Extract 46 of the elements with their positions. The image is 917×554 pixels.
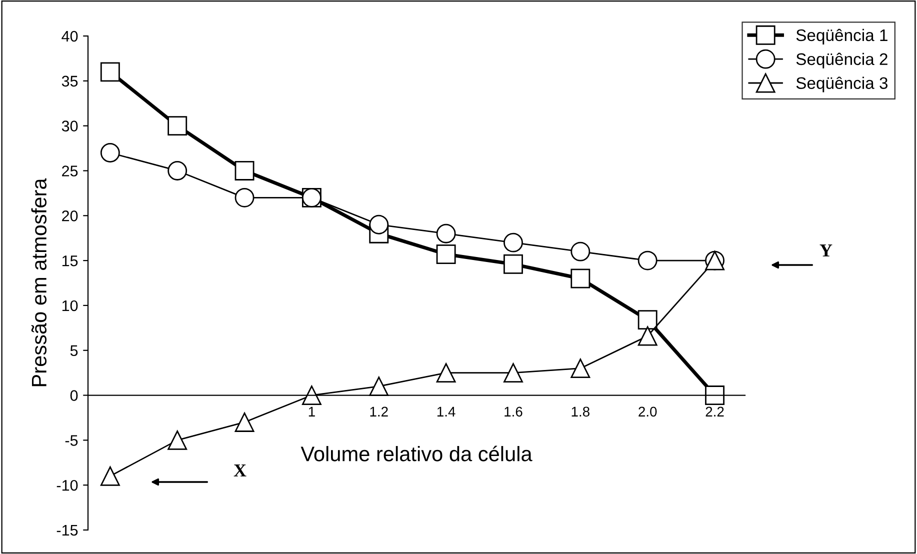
x-tick-label: 1.6 [504, 406, 522, 417]
legend-label: Seqüência 3 [796, 76, 888, 92]
point [436, 244, 456, 264]
point [168, 116, 188, 136]
point [168, 430, 188, 450]
y-tick-label: 0 [70, 390, 78, 401]
y-tick-label: 30 [62, 120, 78, 132]
y-tick-label: -10 [56, 480, 78, 491]
point [100, 143, 120, 162]
legend-label: Seqüência 2 [796, 52, 888, 68]
point [168, 161, 188, 180]
x-tick-label: 1.2 [370, 406, 388, 416]
x-tick-label: 2.0 [638, 406, 657, 417]
point [638, 326, 658, 346]
point [369, 214, 389, 234]
point [234, 412, 254, 432]
point [234, 188, 254, 208]
y-tick-label: 10 [62, 300, 78, 312]
point [436, 224, 456, 244]
point [504, 232, 523, 252]
point [234, 161, 254, 180]
x-tick-label: 1.8 [572, 406, 590, 417]
x-tick-label: 1 [308, 406, 315, 416]
y-tick-label: 20 [62, 210, 78, 222]
point [705, 386, 724, 405]
annotation: X [234, 464, 246, 476]
point [570, 268, 590, 288]
y-tick-label: -5 [65, 435, 78, 446]
x-tick-label: 2.2 [706, 406, 724, 416]
y-tick-label: 35 [62, 76, 78, 87]
legend-label: Seqüência 1 [796, 28, 888, 44]
point [504, 363, 523, 383]
y-tick-label: 5 [70, 345, 78, 356]
y-tick-label: 40 [62, 30, 78, 42]
x-axis-title: Volume relativo da célula [300, 446, 532, 462]
point [570, 242, 590, 262]
x-tick-label: 1.4 [437, 406, 456, 416]
text: Y [820, 244, 832, 256]
y-axis-title: Pressão em atmosfera [31, 178, 47, 386]
point [100, 62, 120, 82]
point [638, 250, 658, 270]
y-tick-label: 15 [62, 256, 78, 266]
point [638, 310, 658, 330]
y-tick-label: -15 [56, 525, 78, 536]
point [504, 254, 523, 274]
y-tick-label: 25 [62, 166, 78, 176]
